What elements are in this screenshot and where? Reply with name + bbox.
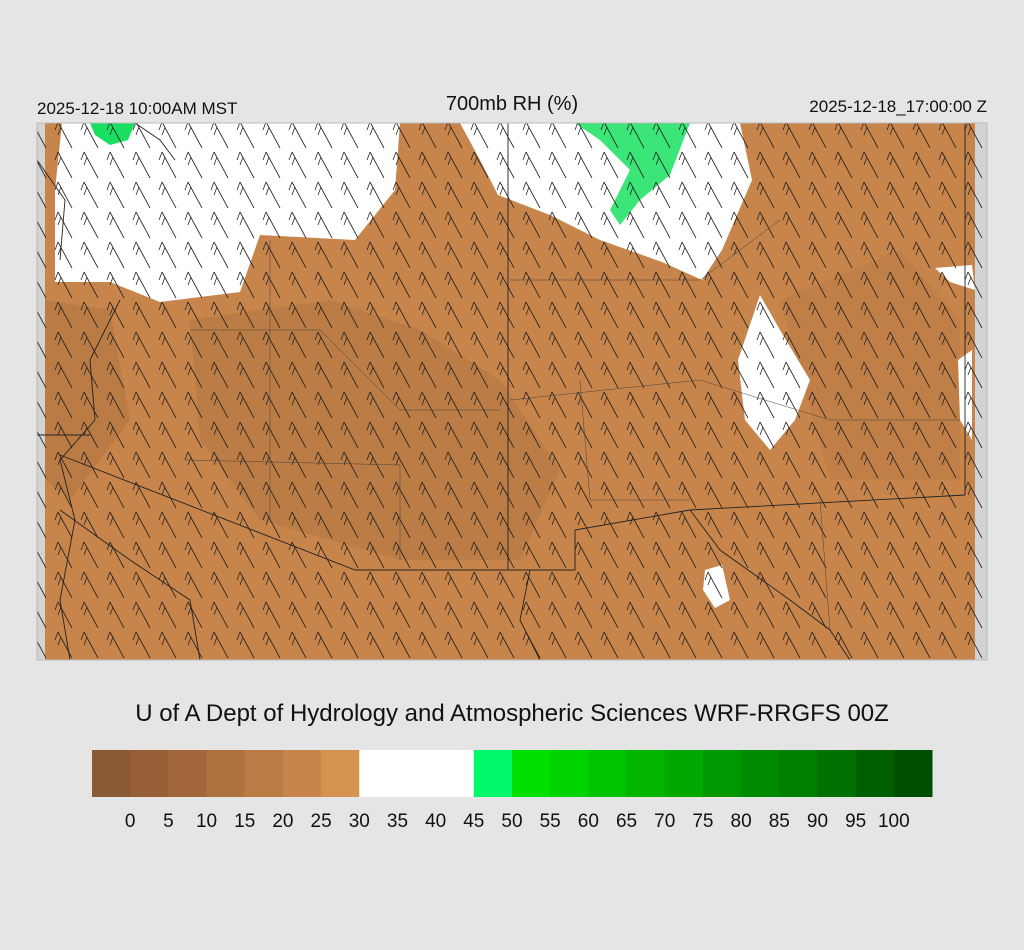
colorbar-label: 90 — [807, 811, 828, 832]
colorbar-swatch — [321, 750, 360, 797]
map-frame — [36, 122, 988, 661]
colorbar-label: 65 — [616, 811, 637, 832]
colorbar-label: 30 — [349, 811, 370, 832]
colorbar-label: 25 — [311, 811, 332, 832]
colorbar-swatch — [779, 750, 818, 797]
colorbar: 0 5 10 15 20 25 30 35 40 45 50 55 60 65 70 75 80 85 90 95 10… — [92, 750, 933, 832]
colorbar-swatch — [92, 750, 131, 797]
colorbar-swatch — [282, 750, 322, 797]
colorbar-label: 80 — [731, 811, 752, 832]
colorbar-label: 85 — [769, 811, 790, 832]
colorbar-label: 45 — [463, 811, 484, 832]
colorbar-swatch — [741, 750, 780, 797]
colorbar-swatch — [168, 750, 208, 797]
colorbar-label: 100 — [878, 811, 910, 832]
borders — [37, 123, 966, 660]
colorbar-swatch — [817, 750, 857, 797]
wind-barbs — [37, 123, 987, 660]
colorbar-label: 10 — [196, 811, 217, 832]
county-lines — [184, 219, 960, 631]
colorbar-swatch — [893, 750, 933, 797]
colorbar-swatch — [130, 750, 169, 797]
colorbar-label: 20 — [272, 811, 293, 832]
map — [37, 123, 987, 660]
colorbar-label: 0 — [125, 811, 136, 832]
colorbar-swatch — [550, 750, 589, 797]
colorbar-swatch — [626, 750, 666, 797]
colorbar-swatch — [397, 750, 437, 797]
map-title: 700mb RH (%) — [446, 93, 578, 115]
colorbar-swatch — [702, 750, 742, 797]
colorbar-label: 70 — [654, 811, 675, 832]
colorbar-swatch — [206, 750, 246, 797]
colorbar-swatch — [855, 750, 895, 797]
colorbar-swatch — [588, 750, 628, 797]
colorbar-swatch — [664, 750, 704, 797]
colorbar-label: 60 — [578, 811, 599, 832]
colorbar-swatch — [359, 750, 398, 797]
credit: U of A Dept of Hydrology and Atmospheric… — [135, 700, 889, 727]
colorbar-label: 75 — [692, 811, 713, 832]
local-time: 2025-12-18 10:00AM MST — [37, 99, 237, 118]
colorbar-label: 35 — [387, 811, 408, 832]
colorbar-label: 40 — [425, 811, 446, 832]
colorbar-label: 55 — [540, 811, 561, 832]
utc-time: 2025-12-18_17:00:00 Z — [809, 97, 987, 116]
colorbar-label: 95 — [845, 811, 866, 832]
colorbar-swatch — [512, 750, 551, 797]
colorbar-label: 15 — [234, 811, 255, 832]
colorbar-swatch — [435, 750, 475, 797]
colorbar-label: 5 — [163, 811, 174, 832]
colorbar-label: 50 — [501, 811, 522, 832]
colorbar-swatch — [244, 750, 284, 797]
colorbar-swatch — [473, 750, 513, 797]
